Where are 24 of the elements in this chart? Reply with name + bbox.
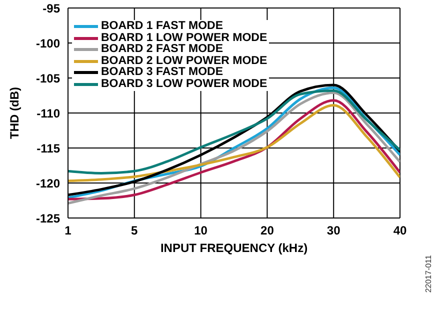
x-tick-label: 30 xyxy=(326,224,341,238)
y-tick-label: -105 xyxy=(36,71,60,86)
x-tick-label: 10 xyxy=(194,224,208,238)
legend-label: BOARD 3 FAST MODE xyxy=(101,66,224,78)
y-tick-label: -110 xyxy=(36,106,60,120)
y-tick-label: -120 xyxy=(36,176,60,190)
legend-label: BOARD 3 LOW POWER MODE xyxy=(101,78,268,90)
x-axis-title: INPUT FREQUENCY (kHz) xyxy=(160,241,308,255)
y-tick-label: -115 xyxy=(36,141,60,156)
y-tick-label: -100 xyxy=(36,36,60,50)
text: 22017-011 xyxy=(424,255,433,293)
legend-label: BOARD 2 LOW POWER MODE xyxy=(101,54,268,67)
x-tick-label: 1 xyxy=(64,224,72,238)
y-tick-label: -125 xyxy=(36,211,60,226)
legend-label: BOARD 1 LOW POWER MODE xyxy=(101,32,268,44)
legend-label: BOARD 2 FAST MODE xyxy=(101,43,224,56)
x-tick-label: 20 xyxy=(260,224,274,238)
x-tick-label: 40 xyxy=(393,224,407,238)
y-tick-label: -95 xyxy=(42,1,60,16)
y-axis-title: THD (dB) xyxy=(7,87,22,139)
legend-label: BOARD 1 FAST MODE xyxy=(101,20,224,32)
line-series xyxy=(68,104,400,182)
line-series xyxy=(68,89,400,174)
x-tick-label: 5 xyxy=(131,224,138,238)
